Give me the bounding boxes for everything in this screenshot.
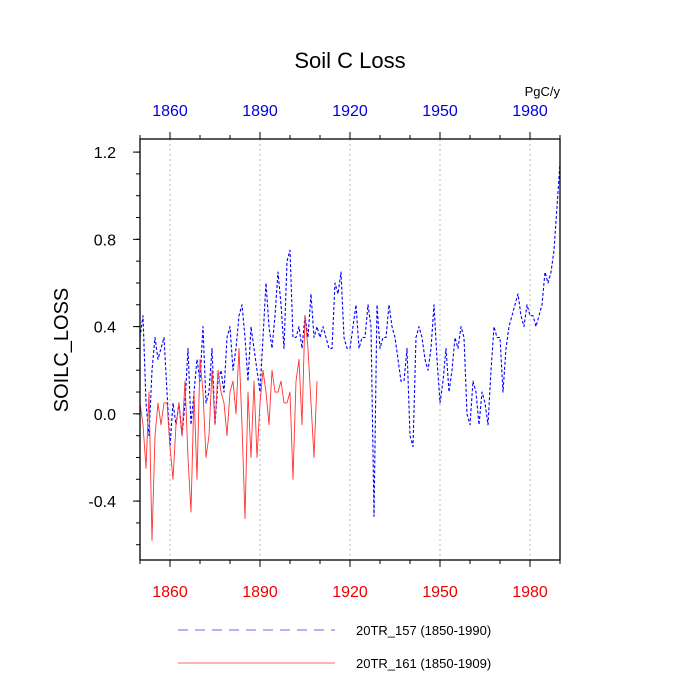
y-tick-label: 0.4 xyxy=(94,320,116,337)
bottom-x-tick-label: 1950 xyxy=(422,584,458,601)
top-x-tick-label: 1980 xyxy=(512,103,548,120)
top-x-tick-label: 1890 xyxy=(242,103,278,120)
series-line-2 xyxy=(139,315,318,541)
y-tick-label: 0.8 xyxy=(94,232,116,249)
vertical-gridlines xyxy=(169,139,531,560)
legend: 20TR_157 (1850-1990) 20TR_161 (1850-1909… xyxy=(178,623,491,671)
bottom-x-tick-labels: 1860 1890 1920 1950 1980 xyxy=(152,584,548,601)
bottom-x-tick-label: 1860 xyxy=(152,584,188,601)
top-x-tick-labels: 1860 1890 1920 1950 1980 xyxy=(152,103,548,120)
chart-title: Soil C Loss xyxy=(294,48,405,73)
legend-label-series2: 20TR_161 (1850-1909) xyxy=(356,656,491,671)
y-tick-label: 0.0 xyxy=(94,407,116,424)
y-tick-labels: 1.2 0.8 0.4 0.0 -0.4 xyxy=(88,145,116,511)
series-line-1 xyxy=(139,162,561,517)
y-tick-label: 1.2 xyxy=(94,145,116,162)
y-tick-label: -0.4 xyxy=(88,494,116,511)
axis-ticks xyxy=(133,132,561,567)
top-x-tick-label: 1920 xyxy=(332,103,368,120)
bottom-x-tick-label: 1980 xyxy=(512,584,548,601)
series-layer xyxy=(139,162,561,541)
legend-label-series1: 20TR_157 (1850-1990) xyxy=(356,623,491,638)
y-axis-label: SOILC_LOSS xyxy=(51,288,73,413)
bottom-x-tick-label: 1890 xyxy=(242,584,278,601)
bottom-x-tick-label: 1920 xyxy=(332,584,368,601)
top-x-tick-label: 1860 xyxy=(152,103,188,120)
top-x-tick-label: 1950 xyxy=(422,103,458,120)
units-label: PgC/y xyxy=(525,84,561,99)
